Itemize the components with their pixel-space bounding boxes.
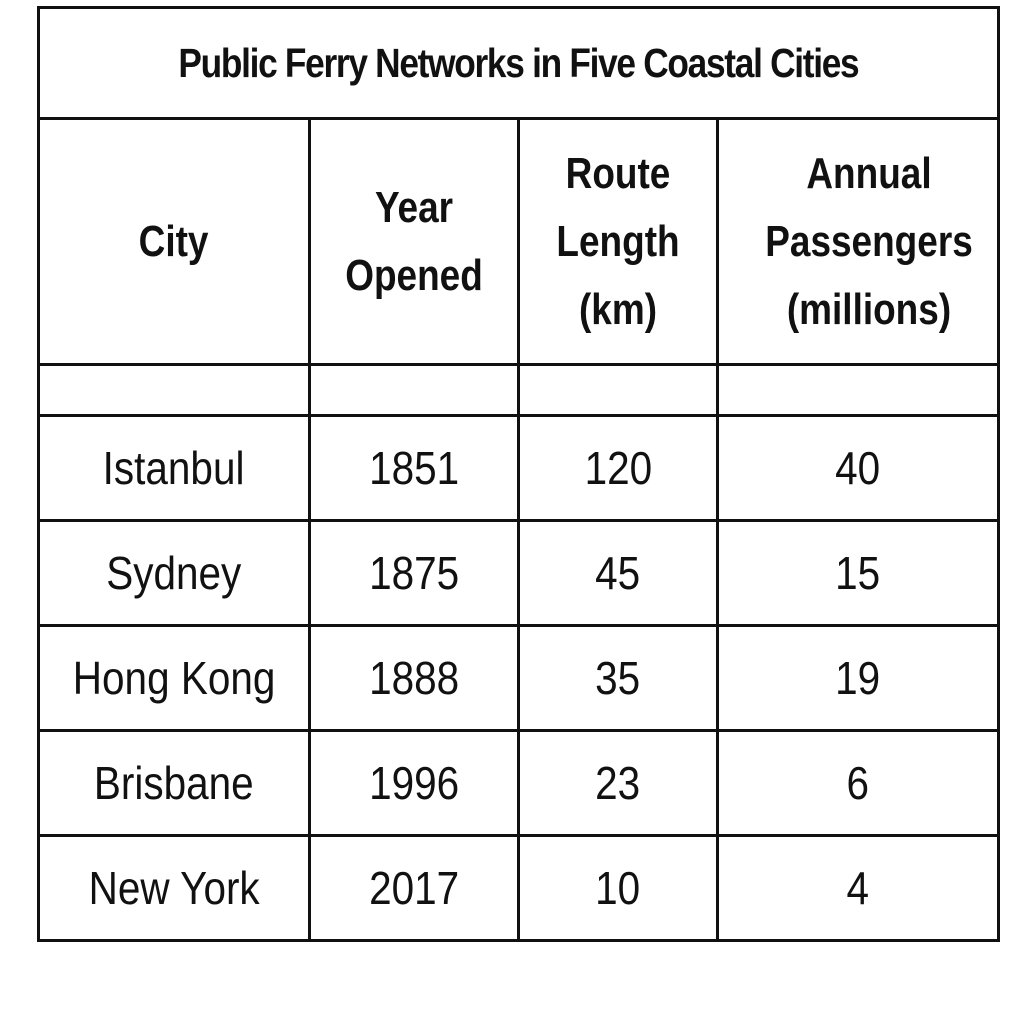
- table-row: Hong Kong 1888 35 19: [37, 624, 1001, 732]
- table-row: New York 2017 10 4: [37, 834, 1001, 942]
- table-title-text: Public Ferry Networks in Five Coastal Ci…: [178, 39, 860, 86]
- table-cell-empty: [517, 363, 719, 417]
- table-cell-empty: [37, 363, 311, 417]
- cell-route-length: 23: [517, 729, 719, 837]
- table-spacer-row: [37, 363, 1001, 417]
- cell-annual-passengers: 4: [715, 834, 1001, 942]
- cell-city: New York: [37, 834, 311, 942]
- table-cell-empty: [715, 363, 1001, 417]
- cell-year-opened: 1851: [308, 414, 520, 522]
- cell-annual-passengers: 6: [715, 729, 1001, 837]
- cell-year-opened: 1875: [308, 519, 520, 627]
- cell-annual-passengers: 19: [715, 624, 1001, 732]
- cell-route-length: 45: [517, 519, 719, 627]
- cell-route-length: 10: [517, 834, 719, 942]
- column-header-route-length: Route Length (km): [517, 117, 719, 366]
- table-row: Brisbane 1996 23 6: [37, 729, 1001, 837]
- cell-city: Hong Kong: [37, 624, 311, 732]
- cell-city: Istanbul: [37, 414, 311, 522]
- table-title-row: Public Ferry Networks in Five Coastal Ci…: [36, 6, 1001, 120]
- table-row: Istanbul 1851 120 40: [37, 414, 1001, 522]
- cell-route-length: 35: [517, 624, 719, 732]
- table-row: Sydney 1875 45 15: [37, 519, 1001, 627]
- column-header-annual-passengers: Annual Passengers (millions): [715, 117, 1001, 366]
- ferry-networks-table: Public Ferry Networks in Five Coastal Ci…: [36, 6, 1001, 942]
- table-header-row: City Year Opened Route Length (km) Annua…: [37, 117, 1001, 366]
- ferry-table-container: Public Ferry Networks in Five Coastal Ci…: [36, 6, 1001, 942]
- cell-city: Brisbane: [37, 729, 311, 837]
- cell-annual-passengers: 15: [715, 519, 1001, 627]
- column-header-year-opened: Year Opened: [308, 117, 520, 366]
- table-title: Public Ferry Networks in Five Coastal Ci…: [36, 6, 1001, 120]
- cell-annual-passengers: 40: [715, 414, 1001, 522]
- cell-year-opened: 1888: [308, 624, 520, 732]
- cell-year-opened: 1996: [308, 729, 520, 837]
- table-cell-empty: [308, 363, 520, 417]
- cell-city: Sydney: [37, 519, 311, 627]
- cell-year-opened: 2017: [308, 834, 520, 942]
- column-header-city: City: [37, 117, 311, 366]
- cell-route-length: 120: [517, 414, 719, 522]
